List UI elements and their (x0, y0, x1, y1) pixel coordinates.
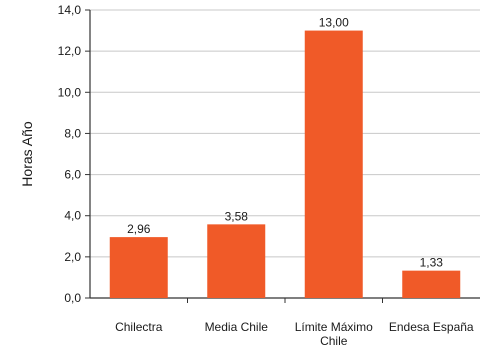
y-tick-label: 4,0 (64, 209, 81, 223)
value-label: 2,96 (127, 222, 151, 236)
y-tick-label: 6,0 (64, 168, 81, 182)
bar (402, 270, 461, 298)
category-label: Endesa España (389, 320, 474, 334)
y-tick-label: 2,0 (64, 250, 81, 264)
value-label: 3,58 (225, 209, 249, 223)
value-labels: 2,96 3,58 13,00 1,33 (127, 16, 443, 270)
grid-lines (90, 9, 480, 258)
category-labels: Chilectra Media Chile Límite Máximo Chile En… (115, 320, 474, 348)
y-tick-label: 0,0 (64, 291, 81, 305)
y-tick-label: 12,0 (58, 44, 82, 58)
bar (207, 224, 266, 298)
y-axis-title: Horas Año (19, 121, 35, 187)
y-tick-label: 8,0 (64, 126, 81, 140)
y-tick-label: 14,0 (58, 3, 82, 17)
category-label: Chilectra (115, 320, 163, 334)
y-tick-labels: 0,0 2,0 4,0 6,0 8,0 10,0 12,0 14,0 (58, 3, 82, 305)
category-label: Límite Máximo Chile (295, 320, 373, 348)
category-label: Media Chile (205, 320, 269, 334)
value-label: 1,33 (420, 256, 444, 270)
y-tick-label: 10,0 (58, 85, 82, 99)
bar (109, 237, 168, 298)
bar (304, 30, 363, 298)
bars (109, 30, 461, 298)
value-label: 13,00 (319, 16, 349, 30)
